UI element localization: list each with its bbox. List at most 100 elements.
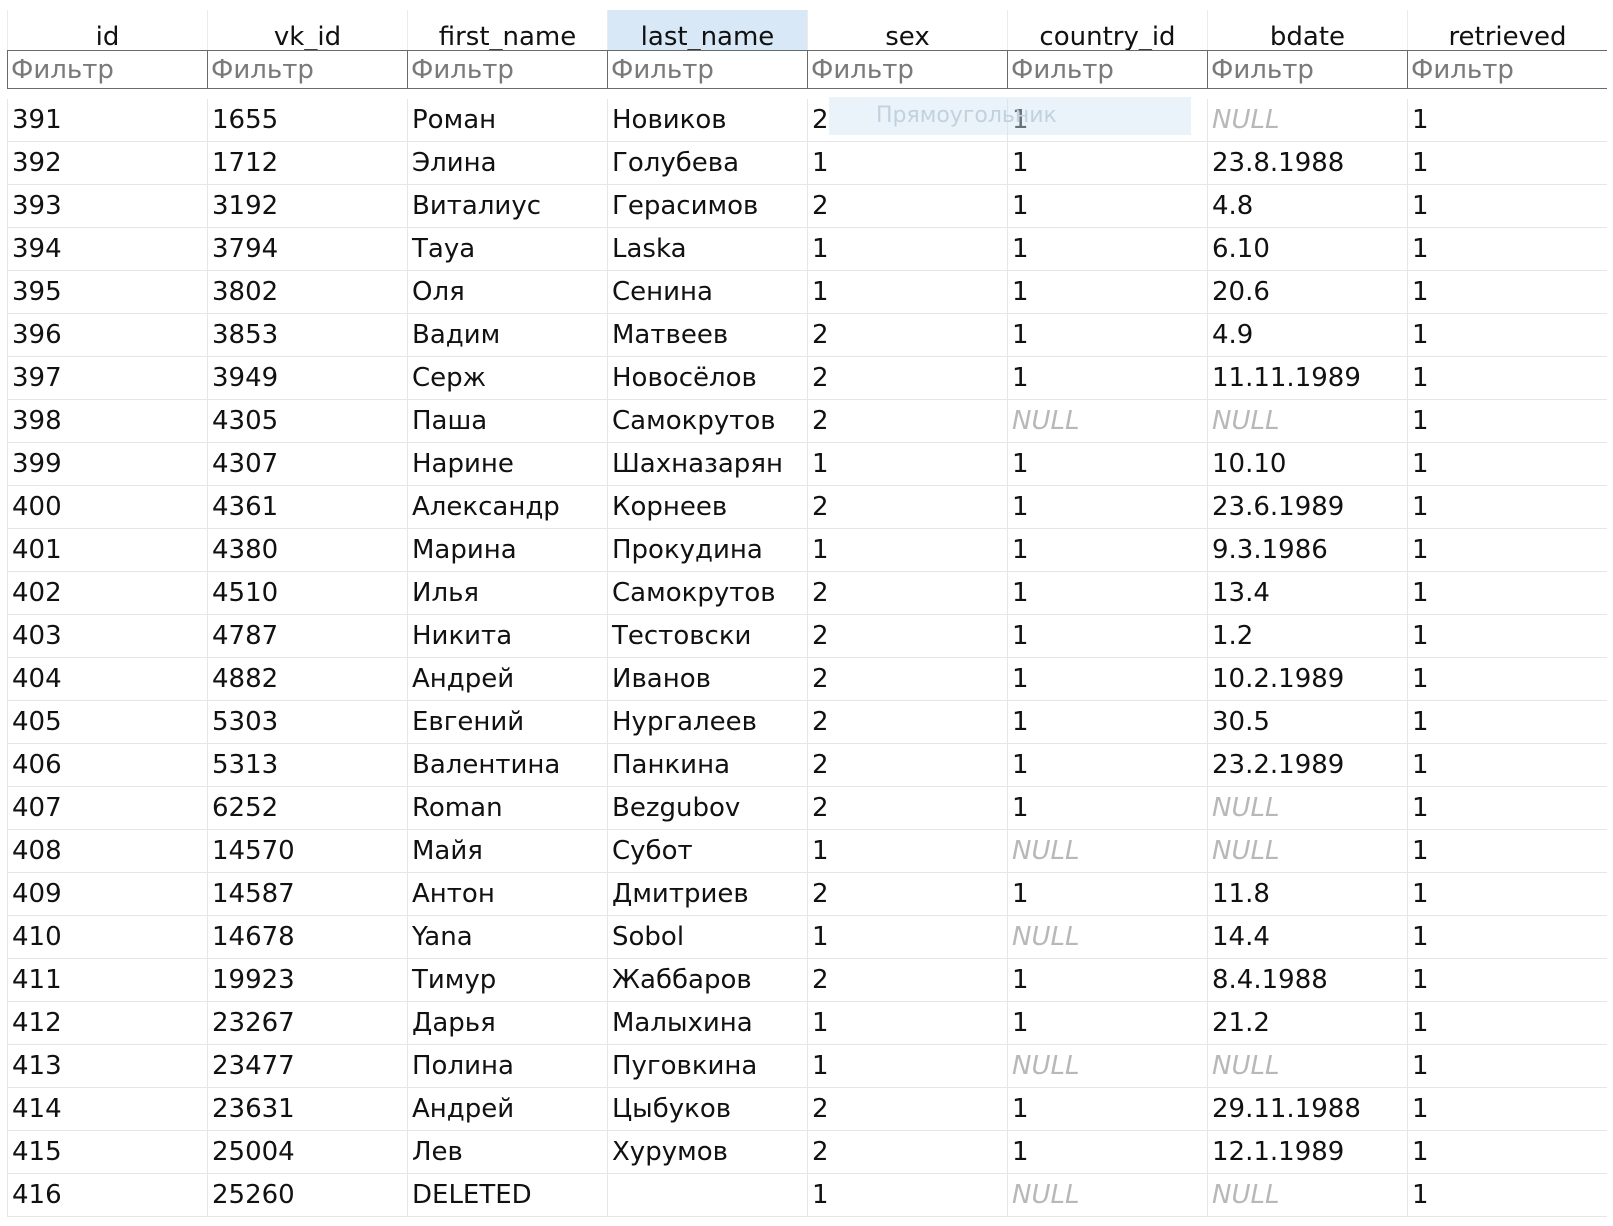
cell-bdate[interactable]: NULL [1207,830,1407,873]
cell-retrieved[interactable]: 1 [1407,873,1607,916]
cell-country-id[interactable]: NULL [1007,916,1207,959]
cell-first-name[interactable]: Вадим [407,314,607,357]
cell-id[interactable]: 415 [7,1131,207,1174]
cell-bdate[interactable]: NULL [1207,1045,1407,1088]
cell-retrieved[interactable]: 1 [1407,271,1607,314]
cell-bdate[interactable]: 10.10 [1207,443,1407,486]
cell-country-id[interactable]: 1 [1007,529,1207,572]
cell-id[interactable]: 411 [7,959,207,1002]
cell-retrieved[interactable]: 1 [1407,1002,1607,1045]
column-header-vk-id[interactable]: vk_id [207,10,407,50]
cell-bdate[interactable]: 11.11.1989 [1207,357,1407,400]
cell-id[interactable]: 403 [7,615,207,658]
cell-last-name[interactable] [607,1174,807,1217]
cell-bdate[interactable]: NULL [1207,99,1407,142]
cell-sex[interactable]: 2 [807,486,1007,529]
cell-bdate[interactable]: 14.4 [1207,916,1407,959]
cell-country-id[interactable]: 1 [1007,314,1207,357]
cell-bdate[interactable]: 11.8 [1207,873,1407,916]
cell-id[interactable]: 392 [7,142,207,185]
cell-first-name[interactable]: Андрей [407,1088,607,1131]
cell-country-id[interactable]: 1 [1007,185,1207,228]
cell-sex[interactable]: 1 [807,1002,1007,1045]
cell-bdate[interactable]: 21.2 [1207,1002,1407,1045]
cell-sex[interactable]: 1 [807,142,1007,185]
cell-vk-id[interactable]: 3794 [207,228,407,271]
cell-first-name[interactable]: Yana [407,916,607,959]
table-row[interactable]: 412 23267 Дарья Малыхина 1 1 21.2 1 [7,1002,1607,1045]
cell-last-name[interactable]: Нургалеев [607,701,807,744]
filter-input-last-name[interactable] [607,51,807,88]
cell-first-name[interactable]: Полина [407,1045,607,1088]
cell-sex[interactable]: 2 [807,1131,1007,1174]
cell-vk-id[interactable]: 3853 [207,314,407,357]
cell-first-name[interactable]: Марина [407,529,607,572]
cell-last-name[interactable]: Цыбуков [607,1088,807,1131]
column-header-sex[interactable]: sex [807,10,1007,50]
cell-sex[interactable]: 2 [807,959,1007,1002]
cell-sex[interactable]: 2 [807,572,1007,615]
cell-last-name[interactable]: Дмитриев [607,873,807,916]
cell-last-name[interactable]: Хурумов [607,1131,807,1174]
cell-last-name[interactable]: Bezgubov [607,787,807,830]
cell-id[interactable]: 391 [7,99,207,142]
cell-vk-id[interactable]: 3949 [207,357,407,400]
cell-bdate[interactable]: 23.6.1989 [1207,486,1407,529]
cell-sex[interactable]: 2 [807,357,1007,400]
cell-vk-id[interactable]: 23267 [207,1002,407,1045]
column-header-first-name[interactable]: first_name [407,10,607,50]
cell-first-name[interactable]: Антон [407,873,607,916]
cell-id[interactable]: 400 [7,486,207,529]
cell-vk-id[interactable]: 1712 [207,142,407,185]
cell-retrieved[interactable]: 1 [1407,314,1607,357]
cell-last-name[interactable]: Матвеев [607,314,807,357]
cell-bdate[interactable]: 4.9 [1207,314,1407,357]
cell-sex[interactable]: 2 [807,744,1007,787]
cell-bdate[interactable]: 9.3.1986 [1207,529,1407,572]
table-row[interactable]: 395 3802 Оля Сенина 1 1 20.6 1 [7,271,1607,314]
table-row[interactable]: 391 1655 Роман Новиков 2 1 NULL 1 [7,99,1607,142]
cell-retrieved[interactable]: 1 [1407,99,1607,142]
cell-first-name[interactable]: Дарья [407,1002,607,1045]
cell-first-name[interactable]: Серж [407,357,607,400]
cell-vk-id[interactable]: 4305 [207,400,407,443]
cell-sex[interactable]: 1 [807,271,1007,314]
table-row[interactable]: 407 6252 Roman Bezgubov 2 1 NULL 1 [7,787,1607,830]
table-row[interactable]: 406 5313 Валентина Панкина 2 1 23.2.1989 1 [7,744,1607,787]
cell-country-id[interactable]: NULL [1007,400,1207,443]
cell-last-name[interactable]: Новиков [607,99,807,142]
cell-sex[interactable]: 2 [807,615,1007,658]
cell-retrieved[interactable]: 1 [1407,1174,1607,1217]
table-row[interactable]: 396 3853 Вадим Матвеев 2 1 4.9 1 [7,314,1607,357]
table-row[interactable]: 392 1712 Элина Голубева 1 1 23.8.1988 1 [7,142,1607,185]
cell-vk-id[interactable]: 4882 [207,658,407,701]
cell-country-id[interactable]: 1 [1007,873,1207,916]
filter-input-retrieved[interactable] [1407,51,1607,88]
cell-country-id[interactable]: 1 [1007,99,1207,142]
cell-retrieved[interactable]: 1 [1407,1131,1607,1174]
cell-first-name[interactable]: Оля [407,271,607,314]
cell-retrieved[interactable]: 1 [1407,959,1607,1002]
table-row[interactable]: 394 3794 Тауа Laska 1 1 6.10 1 [7,228,1607,271]
column-header-retrieved[interactable]: retrieved [1407,10,1607,50]
cell-bdate[interactable]: 23.8.1988 [1207,142,1407,185]
cell-country-id[interactable]: 1 [1007,572,1207,615]
cell-retrieved[interactable]: 1 [1407,1045,1607,1088]
cell-sex[interactable]: 2 [807,1088,1007,1131]
cell-vk-id[interactable]: 3192 [207,185,407,228]
cell-first-name[interactable]: Майя [407,830,607,873]
cell-retrieved[interactable]: 1 [1407,357,1607,400]
cell-bdate[interactable]: NULL [1207,787,1407,830]
table-row[interactable]: 404 4882 Андрей Иванов 2 1 10.2.1989 1 [7,658,1607,701]
cell-last-name[interactable]: Тестовски [607,615,807,658]
cell-country-id[interactable]: 1 [1007,228,1207,271]
cell-first-name[interactable]: Элина [407,142,607,185]
cell-vk-id[interactable]: 25260 [207,1174,407,1217]
cell-id[interactable]: 393 [7,185,207,228]
cell-retrieved[interactable]: 1 [1407,443,1607,486]
cell-country-id[interactable]: 1 [1007,1002,1207,1045]
cell-id[interactable]: 395 [7,271,207,314]
cell-vk-id[interactable]: 14587 [207,873,407,916]
filter-input-sex[interactable] [807,51,1007,88]
cell-bdate[interactable]: 8.4.1988 [1207,959,1407,1002]
